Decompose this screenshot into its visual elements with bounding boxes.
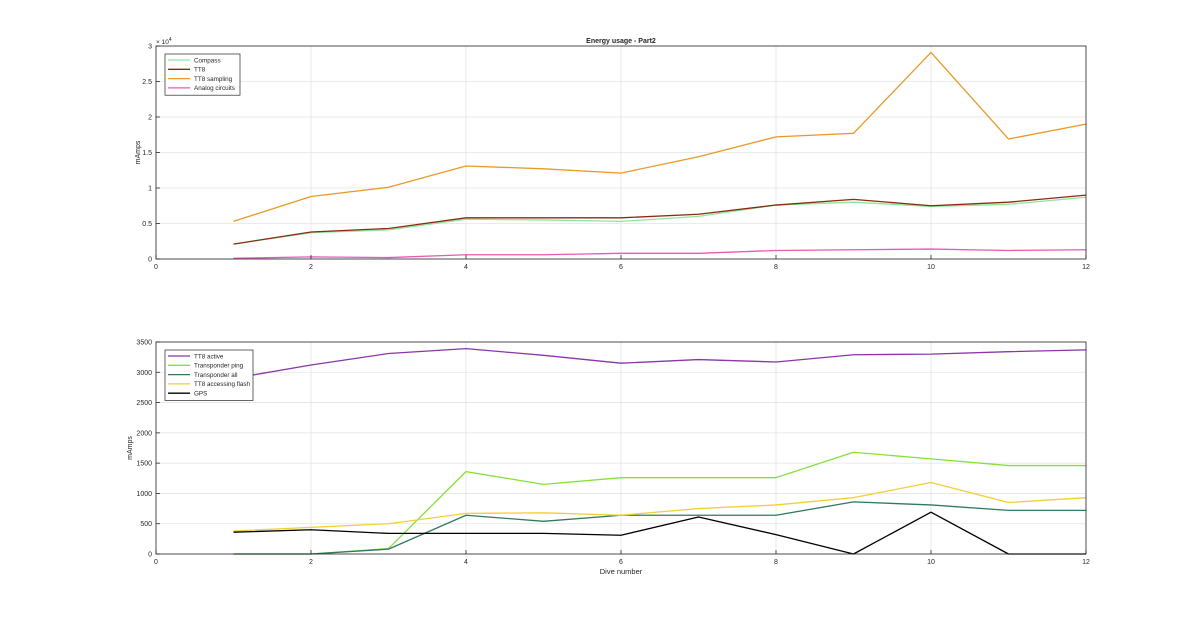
y-tick-label: 3000 <box>136 370 152 377</box>
legend-label: Analog circuits <box>194 85 235 92</box>
y-tick-label: 1.5 <box>142 150 152 157</box>
series-line-tt8-accessing-flash <box>233 481 1087 532</box>
legend-label: Transponder ping <box>194 363 244 370</box>
top-chart-title: Energy usage - Part2 <box>586 38 656 45</box>
x-tick-label: 12 <box>1082 559 1090 566</box>
x-tick-label: 4 <box>464 559 468 566</box>
legend-label: TT8 active <box>194 353 224 360</box>
y-tick-label: 0.5 <box>142 221 152 228</box>
bottom-chart-y-axis-label: mAmps <box>127 436 134 460</box>
x-tick-label: 6 <box>619 264 623 271</box>
series-line-tt8-active <box>233 348 1087 379</box>
y-exponent-power: 4 <box>169 37 172 43</box>
legend-label: Compass <box>194 57 221 64</box>
top-chart-ticks: 0 2 4 6 8 10 12 0 0.5 1 1.5 2 2.5 3 <box>142 44 1090 272</box>
x-tick-label: 0 <box>154 559 158 566</box>
x-tick-label: 8 <box>774 559 778 566</box>
bottom-chart-ticks: 0 2 4 6 8 10 12 0 500 1000 1500 2000 2500 3000 3500 <box>136 340 1090 567</box>
x-tick-label: 2 <box>309 559 313 566</box>
top-chart-y-axis-label: mAmps <box>135 140 142 164</box>
series-line-tt8-sampling <box>233 51 1087 222</box>
y-exponent-base: × 10 <box>156 39 169 46</box>
x-tick-label: 0 <box>154 264 158 271</box>
y-tick-label: 1500 <box>136 461 152 468</box>
legend-label: TT8 accessing flash <box>194 381 250 388</box>
legend-label: TT8 <box>194 67 206 74</box>
x-tick-label: 2 <box>309 264 313 271</box>
series-line-gps <box>233 511 1086 555</box>
y-tick-label: 3 <box>148 44 152 51</box>
y-tick-label: 2500 <box>136 400 152 407</box>
series-line-transponder-all <box>233 501 1086 555</box>
top-chart-y-exponent: × 104 <box>156 37 172 46</box>
y-tick-label: 2 <box>148 115 152 122</box>
x-tick-label: 10 <box>927 559 935 566</box>
x-tick-label: 6 <box>619 559 623 566</box>
y-tick-label: 3500 <box>136 340 152 347</box>
top-chart-lines <box>233 51 1087 259</box>
series-line-compass <box>233 196 1087 245</box>
y-tick-label: 2000 <box>136 430 152 437</box>
legend-label: TT8 sampling <box>194 76 233 83</box>
y-tick-label: 0 <box>148 552 152 559</box>
legend-label: Transponder all <box>194 372 238 379</box>
bottom-chart-x-axis-label: Dive number <box>600 567 643 576</box>
series-line-tt8 <box>233 194 1087 245</box>
bottom-chart-legend: TT8 active Transponder ping Transponder al… <box>164 349 254 401</box>
x-tick-label: 12 <box>1082 264 1090 271</box>
top-chart-panel: 0 2 4 6 8 10 12 0 0.5 1 1.5 2 2.5 3 Energy usage - Pa… <box>135 37 1090 271</box>
top-chart-legend: Compass TT8 TT8 sampling Analog circuits <box>164 53 241 96</box>
legend-label: GPS <box>194 391 207 398</box>
bottom-chart-lines <box>233 348 1087 555</box>
x-tick-label: 8 <box>774 264 778 271</box>
x-tick-label: 4 <box>464 264 468 271</box>
y-tick-label: 1000 <box>136 491 152 498</box>
y-tick-label: 1 <box>148 186 152 193</box>
bottom-chart-panel: 0 2 4 6 8 10 12 0 500 1000 1500 2000 2500 3000 3500 mA… <box>127 340 1090 577</box>
y-tick-label: 2.5 <box>142 79 152 86</box>
series-line-analog-circuits <box>233 248 1087 259</box>
y-tick-label: 500 <box>140 521 152 528</box>
x-tick-label: 10 <box>927 264 935 271</box>
y-tick-label: 0 <box>148 257 152 264</box>
